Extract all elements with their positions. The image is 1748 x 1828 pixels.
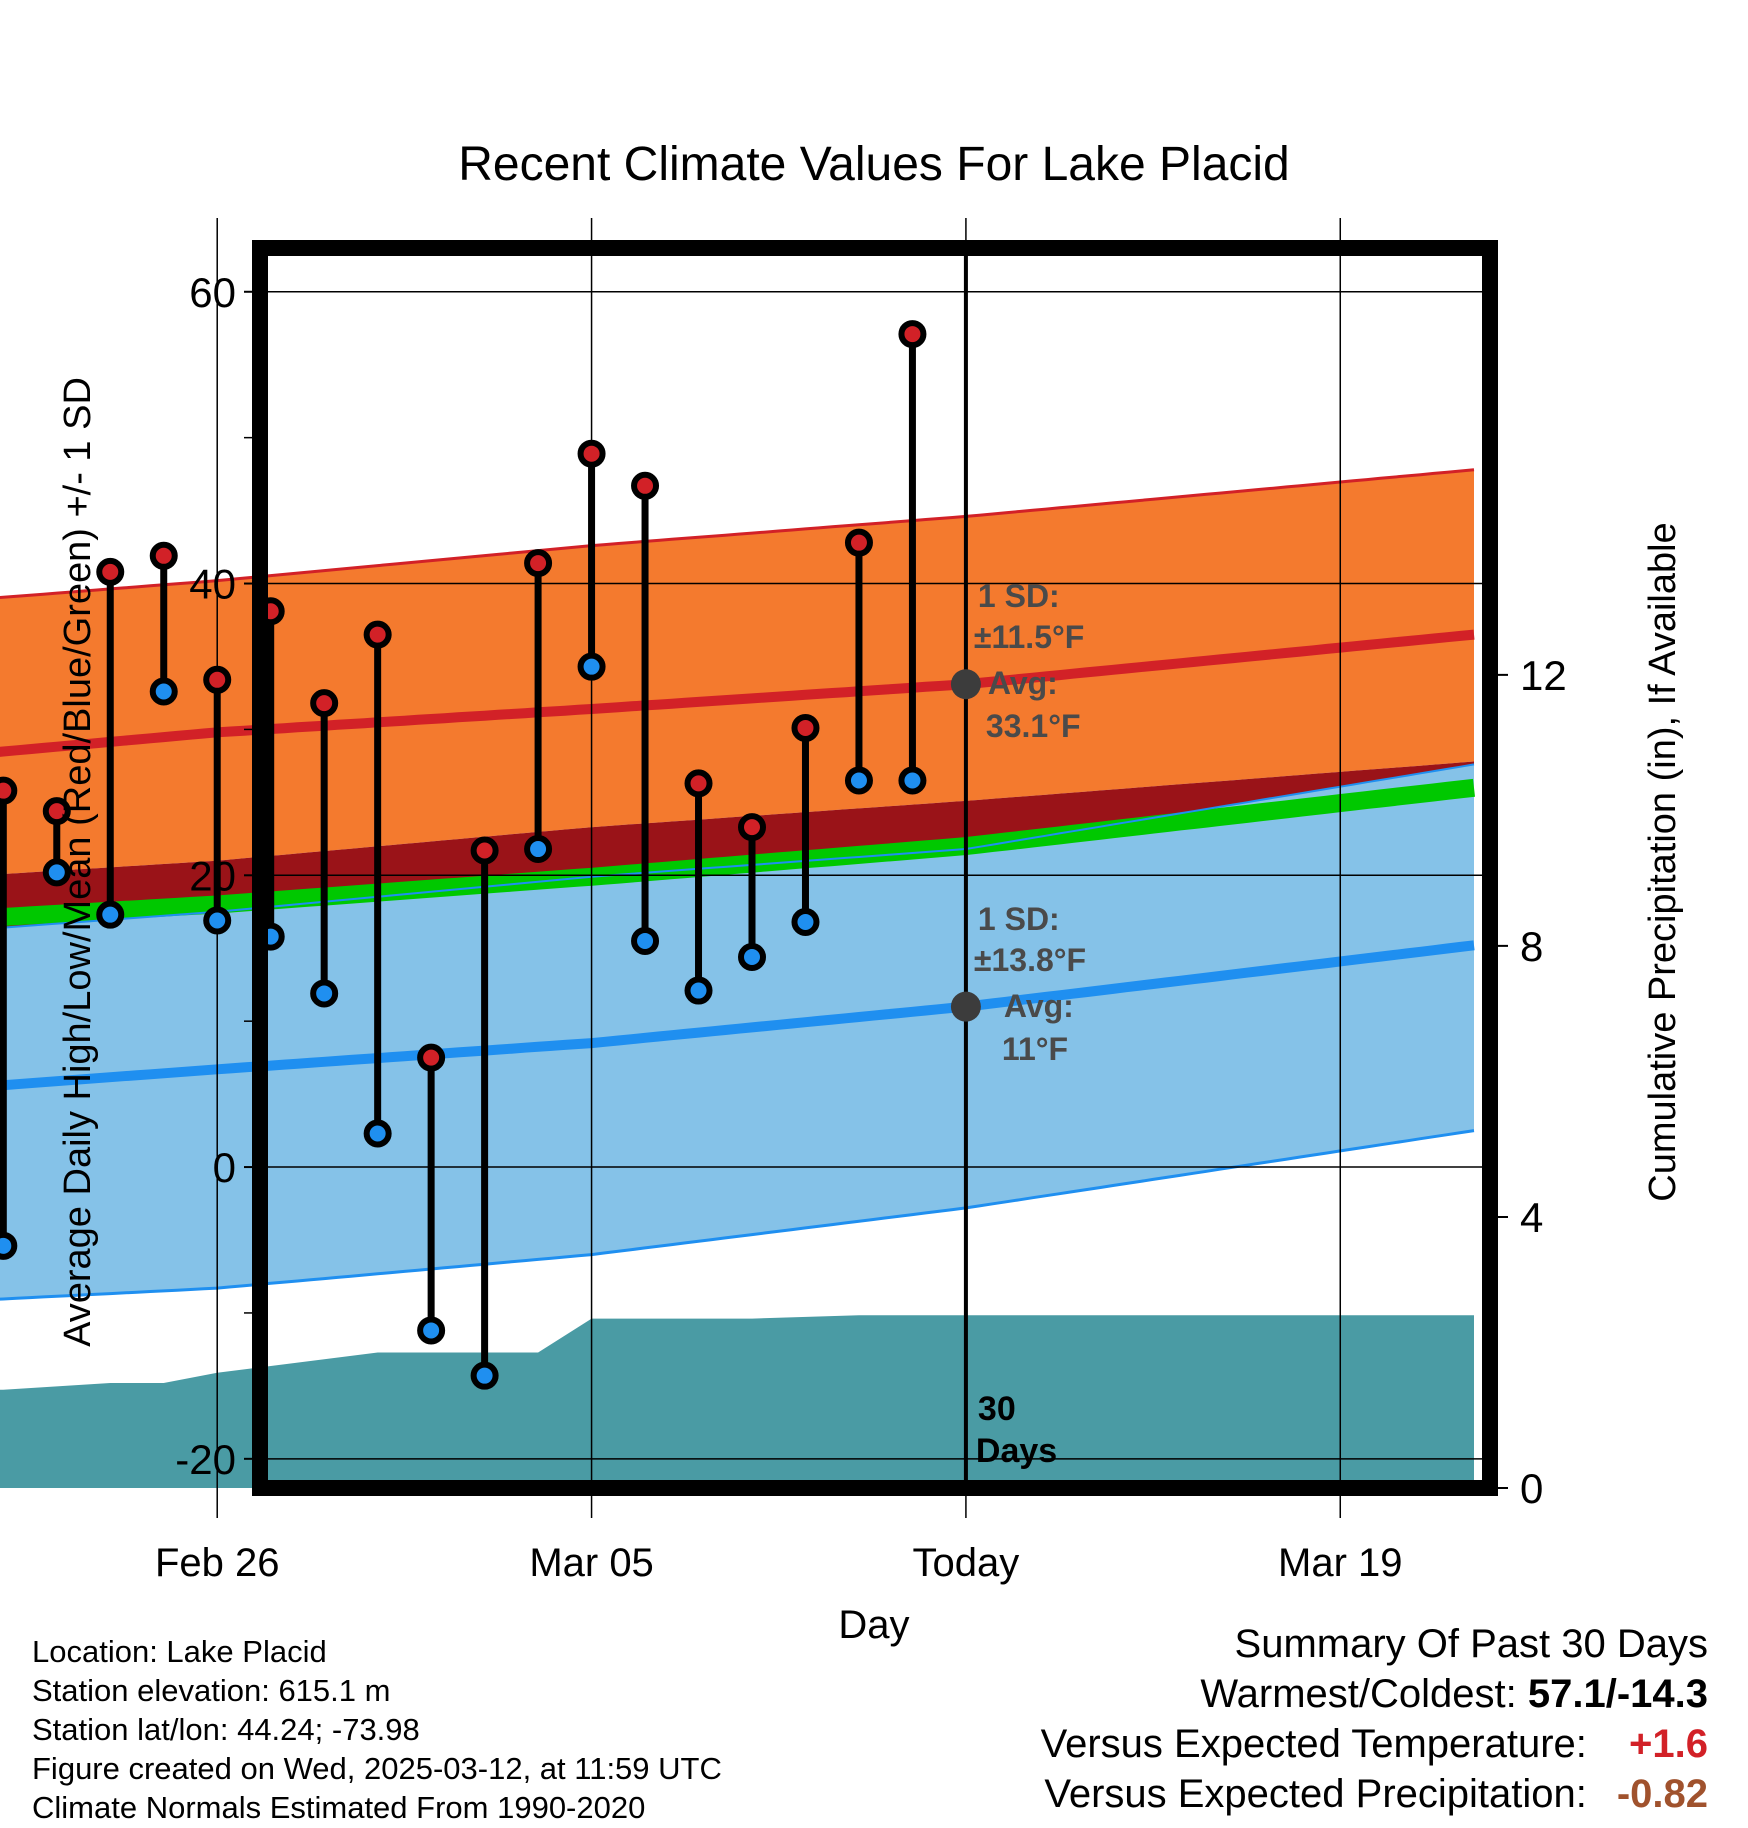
summary-precip-value: -0.82 (1616, 1772, 1708, 1816)
low-point (684, 976, 713, 1005)
info-location: Location: Lake Placid (32, 1634, 327, 1669)
y-tick-label: 40 (189, 561, 236, 608)
low-point (844, 766, 873, 795)
summary-temp: Versus Expected Temperature: +1.6 (1041, 1722, 1708, 1767)
summary-precip-label: Versus Expected Precipitation: (1044, 1772, 1587, 1816)
low-upper-line (0, 763, 1475, 929)
high-point (524, 549, 553, 578)
high-sd-value: ±11.5°F (974, 619, 1084, 655)
mean-normal-band (0, 778, 1476, 927)
x-axis-label: Day (838, 1603, 909, 1647)
window-label-days: Days (976, 1432, 1057, 1470)
x-tick-label: Mar 05 (529, 1541, 654, 1585)
low-point (417, 1316, 446, 1345)
low-point (470, 1361, 499, 1390)
info-normals: Climate Normals Estimated From 1990-2020 (32, 1790, 646, 1825)
high-point (203, 665, 232, 694)
y-tick-label: 60 (189, 269, 236, 316)
low-point (898, 766, 927, 795)
y-axis-label: Average Daily High/Low/Mean (Red/Blue/Gr… (57, 377, 99, 1347)
high-sd-band (0, 469, 1474, 875)
y-tick-label: 0 (213, 1144, 236, 1191)
high-avg-label: Avg: (988, 665, 1058, 701)
high-point (470, 836, 499, 865)
high-upper-line (0, 468, 1475, 600)
low-point (363, 1119, 392, 1148)
high-point (684, 769, 713, 798)
low-point (96, 900, 125, 929)
info-elevation: Station elevation: 615.1 m (32, 1673, 391, 1708)
high-point (577, 439, 606, 468)
low-normal-line (0, 940, 1475, 1091)
high-point (149, 541, 178, 570)
high-point (417, 1043, 446, 1072)
high-sd-label: 1 SD: (978, 578, 1060, 614)
summary-precip: Versus Expected Precipitation: -0.82 (1044, 1772, 1708, 1817)
low-point (738, 942, 766, 971)
high-point (42, 797, 71, 826)
y2-tick-label: 8 (1520, 923, 1543, 970)
chart-title: Recent Climate Values For Lake Placid (458, 138, 1290, 191)
low-sd-label: 1 SD: (978, 901, 1060, 937)
low-point (577, 652, 606, 681)
low-avg-marker (950, 991, 981, 1022)
plot-frame (252, 240, 1498, 1496)
window-label-days-count: 30 (978, 1390, 1016, 1428)
summary-warm-cold: Warmest/Coldest: 57.1/-14.3 (1200, 1672, 1708, 1717)
y2-tick-label: 4 (1520, 1194, 1543, 1241)
high-point (738, 813, 766, 842)
high-point (898, 320, 927, 349)
y2-axis-label: Cumulative Precipitation (in), If Availa… (1642, 522, 1684, 1201)
y2-tick-label: 12 (1520, 652, 1567, 699)
low-point (791, 907, 820, 936)
y-tick-label: -20 (175, 1436, 236, 1483)
low-point (0, 1231, 18, 1260)
low-avg-label: Avg: (1004, 988, 1074, 1024)
high-point (791, 713, 820, 742)
summary-warm-cold-value: 57.1/-14.3 (1527, 1672, 1708, 1716)
x-tick-label: Today (913, 1541, 1020, 1585)
high-avg-value: 33.1°F (986, 708, 1081, 744)
info-created: Figure created on Wed, 2025-03-12, at 11… (32, 1751, 722, 1786)
high-normal-line (0, 629, 1475, 757)
x-tick-label: Mar 19 (1278, 1541, 1403, 1585)
summary-temp-value: +1.6 (1629, 1722, 1708, 1766)
y2-tick-label: 0 (1520, 1465, 1543, 1512)
low-avg-value: 11°F (1002, 1031, 1068, 1067)
low-sd-value: ±13.8°F (974, 942, 1086, 978)
high-point (631, 471, 660, 500)
high-point (310, 689, 339, 718)
high-point (0, 776, 18, 805)
low-point (524, 835, 553, 864)
low-point (42, 858, 71, 887)
low-point (631, 926, 660, 955)
high-point (96, 557, 125, 586)
y-tick-label: 20 (189, 852, 236, 899)
low-point (149, 677, 178, 706)
summary-title: Summary Of Past 30 Days (1234, 1622, 1708, 1666)
summary-warm-cold-label: Warmest/Coldest: (1200, 1672, 1517, 1716)
x-tick-label: Feb 26 (155, 1541, 280, 1585)
low-point (310, 979, 339, 1008)
summary-temp-label: Versus Expected Temperature: (1040, 1722, 1587, 1766)
low-lower-line (0, 1129, 1475, 1301)
low-point (203, 906, 232, 935)
high-avg-marker (950, 669, 981, 700)
precip-area (0, 1315, 1474, 1488)
info-latlon: Station lat/lon: 44.24; -73.98 (32, 1712, 420, 1747)
high-point (844, 528, 873, 557)
high-point (363, 620, 392, 649)
plot-area: 1 SD: ±11.5°F Avg: 33.1°F 1 SD: ±13.8°F Avg: 11… (0, 218, 1567, 1585)
